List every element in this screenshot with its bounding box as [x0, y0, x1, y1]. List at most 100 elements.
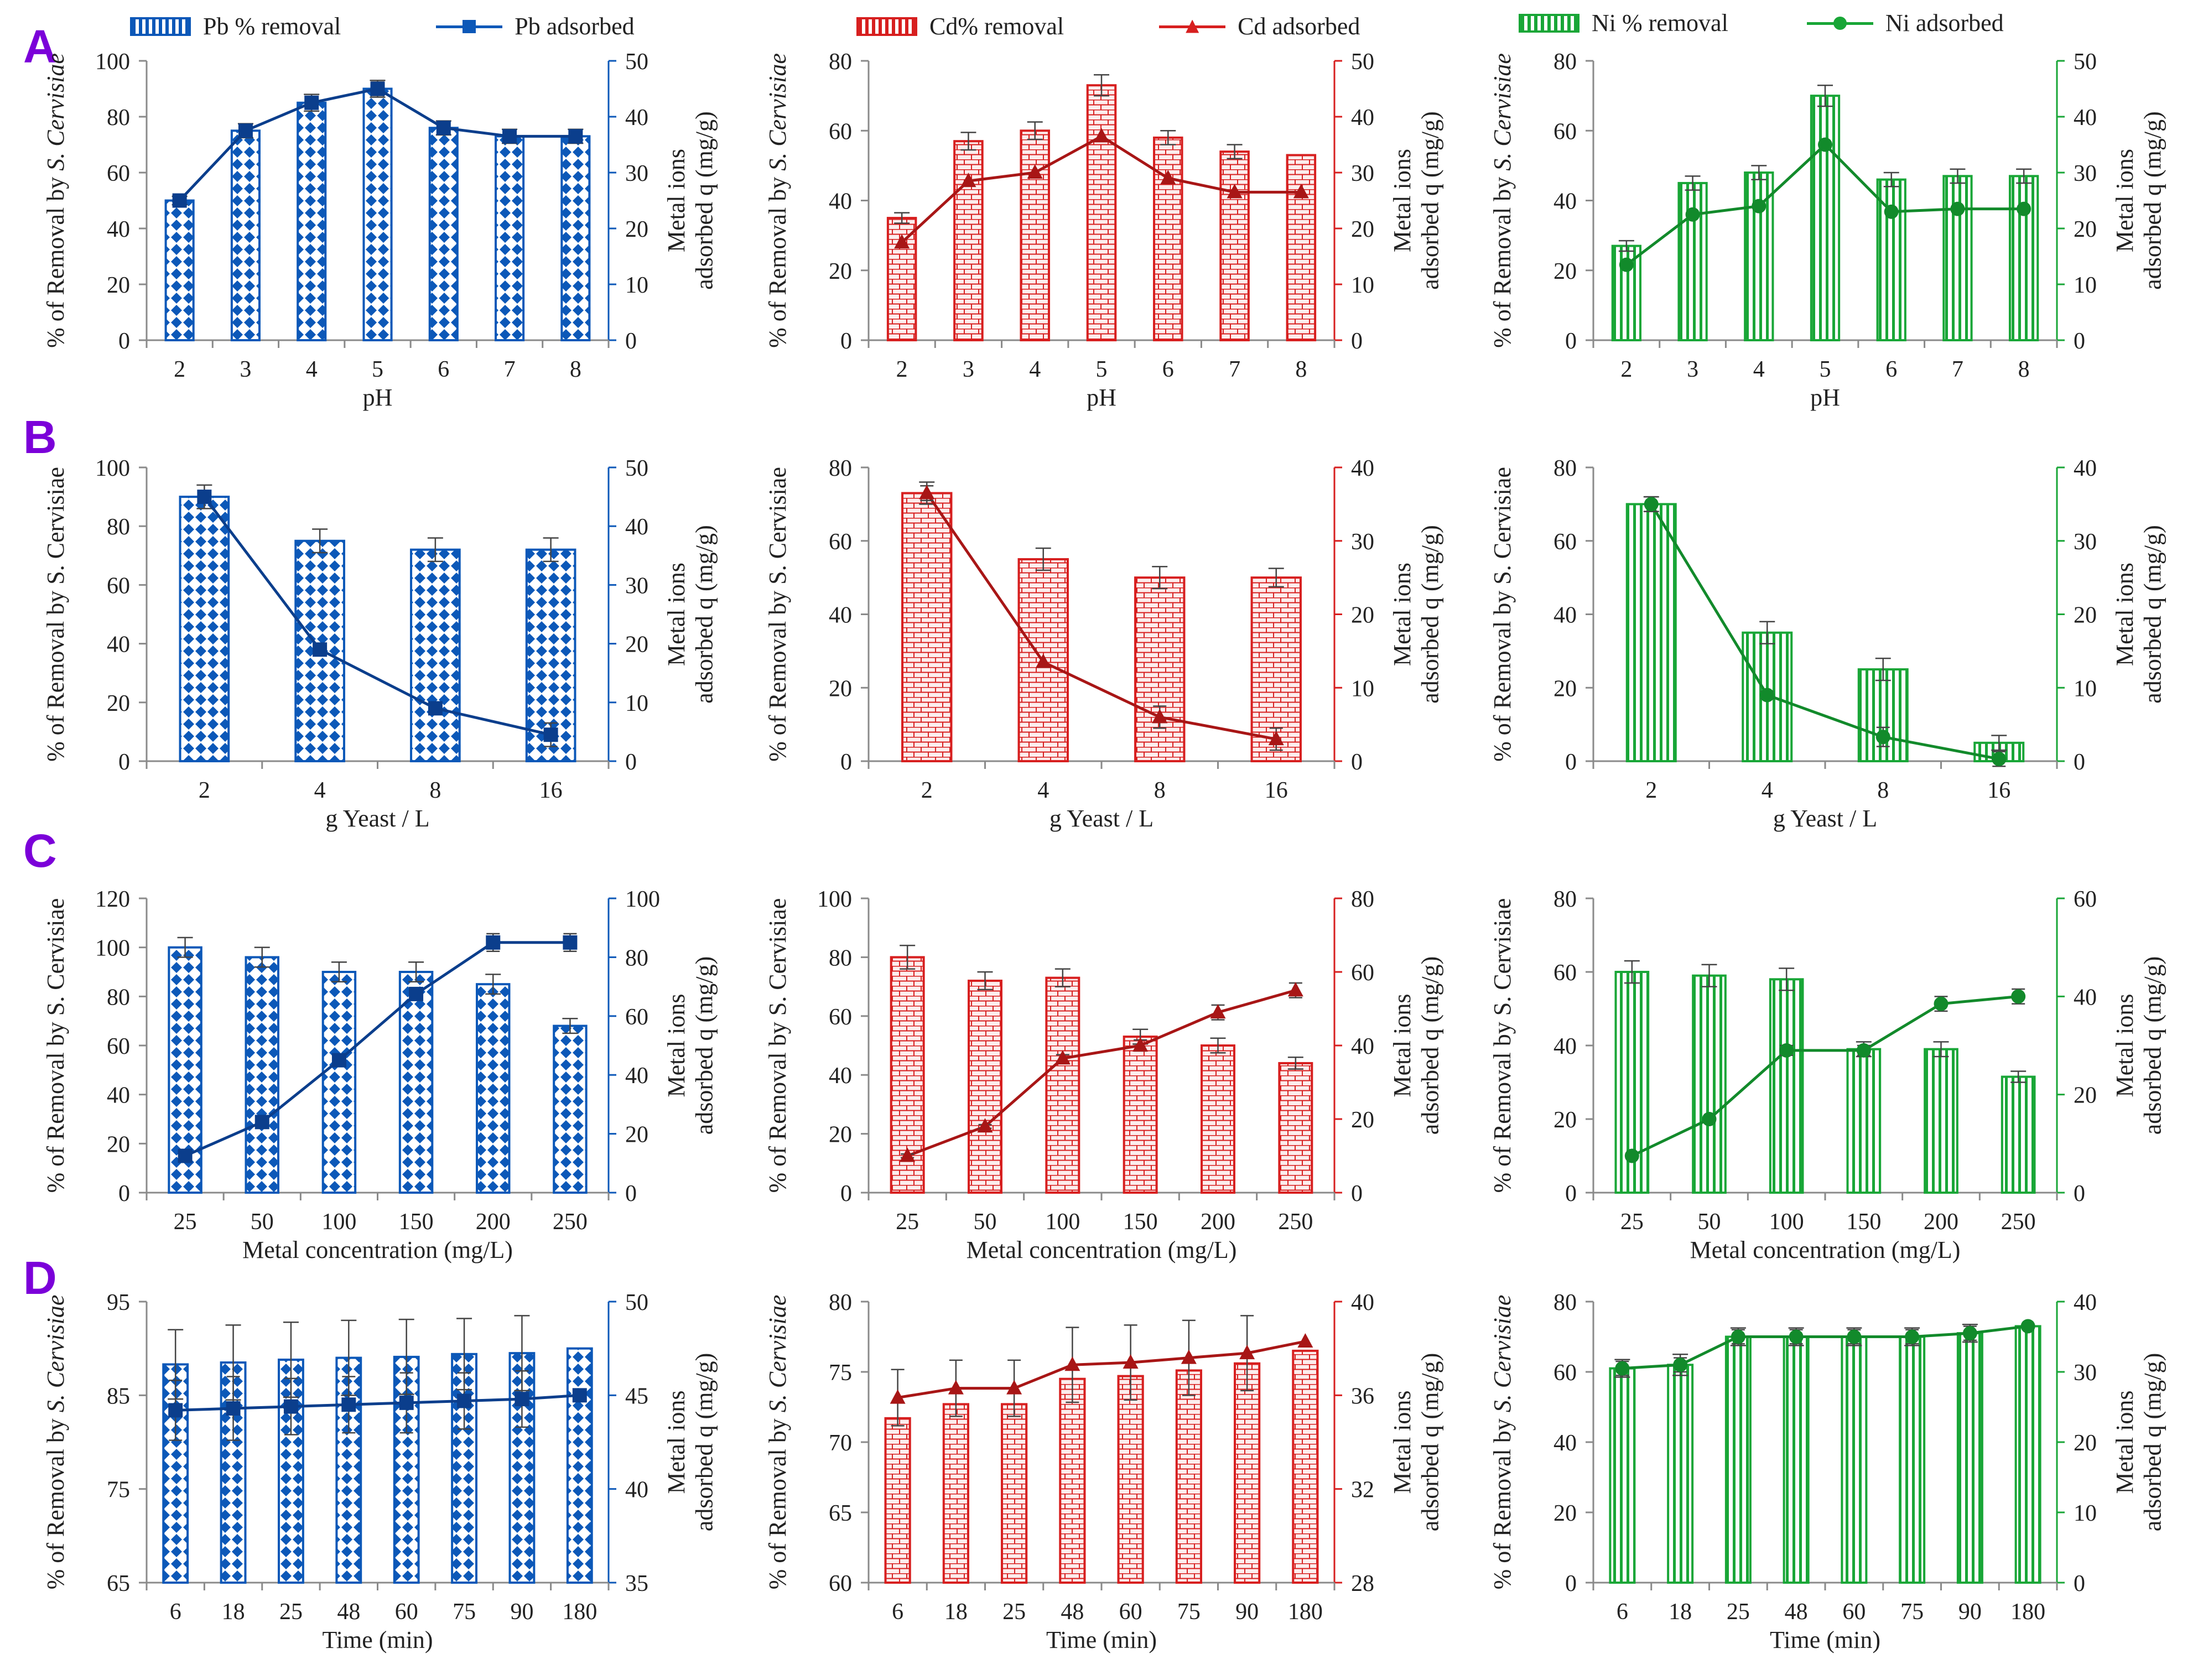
x-tick-label: 180: [2010, 1599, 2045, 1625]
bar: [1201, 1044, 1235, 1194]
y-tick-label: 40: [1553, 603, 1577, 628]
line-point: [1123, 1354, 1139, 1369]
y-tick-label: 20: [107, 691, 130, 716]
line-point: [1856, 1043, 1871, 1058]
x-tick-label: 6: [438, 357, 449, 382]
line-point: [1181, 1349, 1197, 1364]
y-axis-label: % of Removal by S. Cervisiae: [764, 898, 791, 1193]
line-point: [1160, 170, 1176, 185]
bar: [1625, 503, 1677, 762]
x-tick-label: 250: [1278, 1209, 1313, 1235]
y2-tick-label: 40: [2074, 985, 2097, 1010]
bar: [1134, 576, 1186, 762]
x-tick-label: 18: [1669, 1599, 1692, 1625]
line-point: [572, 1388, 587, 1403]
y-tick-label: 20: [1553, 676, 1577, 701]
y-tick-label: 0: [840, 329, 852, 354]
bar: [1677, 181, 1708, 341]
adsorbed-line: [907, 989, 1296, 1157]
y-tick-label: 60: [1553, 960, 1577, 986]
x-axis-label: Time (min): [1046, 1626, 1157, 1653]
y2-tick-label: 40: [1351, 1034, 1374, 1059]
y2-tick-label: 40: [1351, 456, 1374, 481]
y2-tick-label: 10: [1351, 676, 1374, 701]
y-tick-label: 20: [829, 1122, 852, 1148]
x-axis-label: pH: [1810, 384, 1840, 411]
y2-tick-label: 20: [2074, 217, 2097, 242]
y-tick-label: 20: [107, 273, 130, 298]
line-point: [1934, 996, 1949, 1011]
x-tick-label: 90: [1235, 1599, 1259, 1625]
y2-tick-label: 20: [2074, 1431, 2097, 1456]
x-tick-label: 18: [222, 1599, 245, 1625]
y-tick-label: 60: [107, 161, 130, 186]
y-tick-label: 0: [1565, 1571, 1577, 1596]
bar: [1942, 175, 1973, 341]
x-tick-label: 5: [1820, 357, 1831, 382]
line-point: [238, 123, 253, 138]
x-tick-label: 6: [1617, 1599, 1628, 1625]
y2-tick-label: 45: [625, 1383, 648, 1409]
line-point: [2017, 201, 2031, 216]
y-tick-label: 60: [1553, 1360, 1577, 1386]
bar: [362, 87, 393, 341]
y2-tick-label: 30: [2074, 161, 2097, 186]
x-tick-label: 4: [306, 357, 318, 382]
y-tick-label: 60: [829, 529, 852, 555]
y-tick-label: 95: [107, 1290, 130, 1315]
bar: [1153, 136, 1183, 341]
adsorbed-line: [203, 496, 552, 736]
x-tick-label: 2: [1620, 357, 1632, 382]
line-point: [313, 642, 328, 657]
y2-tick-label: 0: [2074, 329, 2085, 354]
line-point: [890, 1389, 906, 1404]
bar: [1810, 95, 1841, 341]
x-axis-label: Metal concentration (mg/L): [1690, 1236, 1961, 1263]
x-tick-label: 50: [974, 1209, 997, 1235]
x-axis-label: Metal concentration (mg/L): [967, 1236, 1237, 1263]
y-tick-label: 40: [107, 217, 130, 242]
bar: [398, 971, 434, 1194]
bar: [1219, 150, 1250, 341]
y2-tick-label: 28: [1351, 1571, 1374, 1596]
line-point: [1884, 204, 1899, 219]
adsorbed-line: [897, 1340, 1306, 1400]
y-tick-label: 80: [1553, 887, 1577, 912]
line-point: [1624, 1148, 1639, 1163]
y2-axis-label: Metal ionsadsorbed q (mg/g): [663, 111, 718, 290]
x-tick-label: 16: [1265, 778, 1288, 803]
x-tick-label: 75: [1900, 1599, 1924, 1625]
line-point: [283, 1399, 298, 1414]
x-tick-label: 3: [963, 357, 974, 382]
bar: [1001, 1403, 1028, 1584]
line-point: [436, 121, 451, 136]
x-tick-label: 48: [1785, 1599, 1808, 1625]
y-tick-label: 40: [1553, 1431, 1577, 1456]
adsorbed-line: [184, 941, 570, 1157]
y-tick-label: 40: [107, 1083, 130, 1109]
y-tick-label: 20: [107, 1132, 130, 1157]
y2-tick-label: 50: [625, 456, 648, 481]
legend-pb-line-label: Pb adsorbed: [515, 13, 635, 40]
x-tick-label: 7: [1952, 357, 1963, 382]
x-tick-label: 4: [1753, 357, 1765, 382]
bar: [428, 127, 459, 341]
line-point: [977, 1118, 993, 1133]
x-tick-label: 2: [1645, 778, 1657, 803]
bar: [1045, 976, 1080, 1194]
bar: [1841, 1335, 1868, 1584]
line-point: [486, 935, 501, 950]
y2-tick-label: 10: [1351, 273, 1374, 298]
y-tick-label: 20: [829, 676, 852, 701]
x-tick-label: 90: [510, 1599, 533, 1625]
y2-tick-label: 30: [625, 161, 648, 186]
y-tick-label: 0: [118, 750, 130, 775]
x-tick-label: 2: [896, 357, 908, 382]
y2-axis-label: Metal ionsadsorbed q (mg/g): [663, 956, 718, 1135]
bar: [410, 548, 461, 762]
bar: [901, 492, 953, 763]
row-label-a: A: [23, 20, 57, 72]
y2-tick-label: 0: [1351, 1181, 1363, 1206]
